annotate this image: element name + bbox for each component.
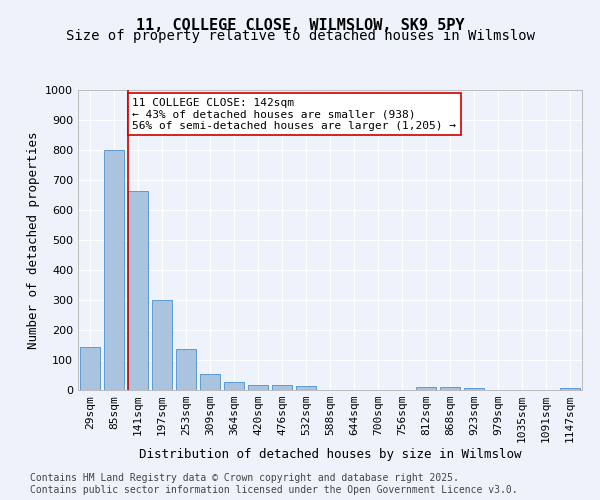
Bar <box>200 374 220 390</box>
Text: Size of property relative to detached houses in Wilmslow: Size of property relative to detached ho… <box>65 29 535 43</box>
Text: Contains HM Land Registry data © Crown copyright and database right 2025.
Contai: Contains HM Land Registry data © Crown c… <box>30 474 518 495</box>
Text: 11, COLLEGE CLOSE, WILMSLOW, SK9 5PY: 11, COLLEGE CLOSE, WILMSLOW, SK9 5PY <box>136 18 464 32</box>
Bar <box>224 382 244 390</box>
Bar <box>128 190 148 390</box>
Text: 11 COLLEGE CLOSE: 142sqm
← 43% of detached houses are smaller (938)
56% of semi-: 11 COLLEGE CLOSE: 142sqm ← 43% of detach… <box>132 98 456 130</box>
Bar <box>248 384 268 390</box>
Bar <box>80 347 100 390</box>
Bar <box>104 150 124 390</box>
Bar <box>176 348 196 390</box>
Bar <box>272 384 292 390</box>
X-axis label: Distribution of detached houses by size in Wilmslow: Distribution of detached houses by size … <box>139 448 521 460</box>
Bar <box>296 386 316 390</box>
Bar <box>440 387 460 390</box>
Bar <box>416 387 436 390</box>
Y-axis label: Number of detached properties: Number of detached properties <box>26 131 40 349</box>
Bar <box>464 388 484 390</box>
Bar <box>560 388 580 390</box>
Bar <box>152 300 172 390</box>
